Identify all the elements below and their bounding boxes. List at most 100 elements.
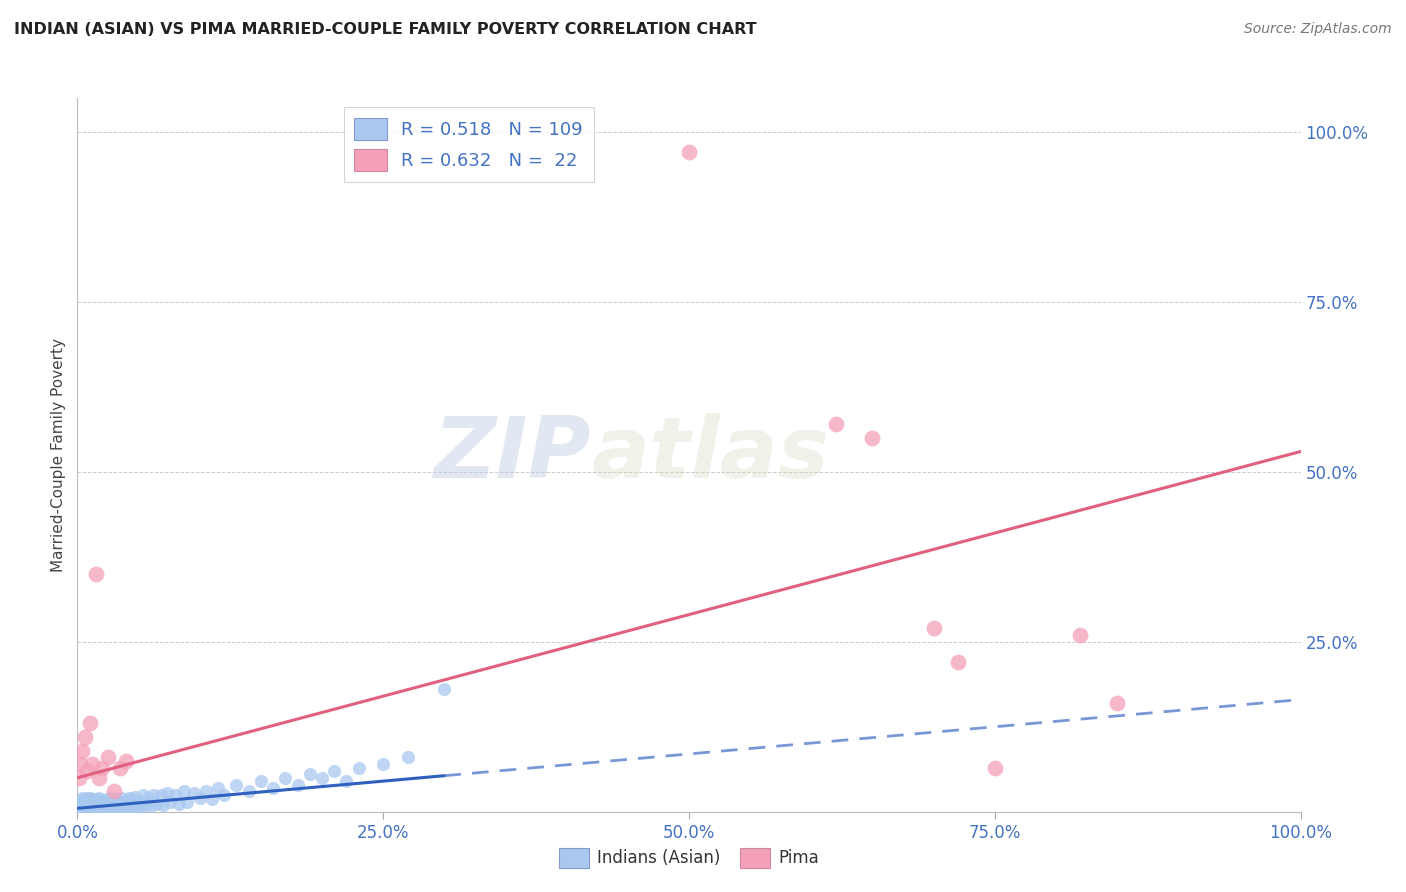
Point <box>89 800 111 814</box>
Point <box>73 800 96 814</box>
Point <box>152 797 174 812</box>
Point <box>1069 628 1091 642</box>
Point <box>80 757 103 772</box>
Text: ZIP: ZIP <box>433 413 591 497</box>
Point <box>110 791 132 805</box>
Point <box>101 795 124 809</box>
Point <box>97 795 120 809</box>
Point <box>70 743 93 757</box>
Point <box>70 797 93 811</box>
Point <box>103 797 125 811</box>
Point <box>84 801 107 815</box>
Point <box>167 797 190 811</box>
Point <box>72 792 94 806</box>
Point <box>73 795 96 809</box>
Point <box>105 792 128 806</box>
Point <box>335 774 357 789</box>
Point <box>142 788 165 802</box>
Point <box>225 778 247 792</box>
Point <box>149 788 172 802</box>
Point <box>77 801 100 815</box>
Point <box>173 784 195 798</box>
Point <box>132 788 155 802</box>
Point <box>75 797 97 811</box>
Point <box>84 566 107 581</box>
Point <box>262 780 284 795</box>
Point <box>87 795 110 809</box>
Point <box>1107 696 1129 710</box>
Point <box>298 767 321 781</box>
Point <box>115 797 138 811</box>
Point <box>156 786 179 800</box>
Point <box>108 795 131 809</box>
Point <box>118 791 141 805</box>
Point <box>79 797 101 812</box>
Point <box>311 771 333 785</box>
Point <box>67 797 90 812</box>
Point <box>108 799 131 814</box>
Point <box>90 801 112 815</box>
Point <box>396 750 419 764</box>
Point <box>80 801 103 815</box>
Point <box>238 784 260 798</box>
Point <box>946 655 969 669</box>
Point <box>103 801 125 815</box>
Point <box>79 716 101 731</box>
Point <box>287 778 309 792</box>
Text: atlas: atlas <box>591 413 830 497</box>
Text: Source: ZipAtlas.com: Source: ZipAtlas.com <box>1244 22 1392 37</box>
Point <box>93 797 115 811</box>
Point <box>129 799 152 814</box>
Point <box>76 791 98 805</box>
Point <box>118 801 141 815</box>
Point <box>207 780 229 795</box>
Point <box>79 791 101 805</box>
Point <box>82 792 104 806</box>
Point <box>922 621 945 635</box>
Point <box>90 797 112 812</box>
Point <box>91 795 114 809</box>
Point <box>83 795 105 809</box>
Point <box>72 801 94 815</box>
Point <box>139 799 162 814</box>
Point <box>98 791 121 805</box>
Point <box>69 757 91 772</box>
Point <box>127 795 149 809</box>
Point <box>122 799 145 814</box>
Point <box>201 792 224 806</box>
Point <box>80 800 103 814</box>
Legend: Indians (Asian), Pima: Indians (Asian), Pima <box>553 841 825 875</box>
Point <box>84 797 107 811</box>
Text: INDIAN (ASIAN) VS PIMA MARRIED-COUPLE FAMILY POVERTY CORRELATION CHART: INDIAN (ASIAN) VS PIMA MARRIED-COUPLE FA… <box>14 22 756 37</box>
Point <box>76 764 98 778</box>
Point <box>183 786 205 800</box>
Point <box>274 771 297 785</box>
Point <box>114 801 136 815</box>
Point <box>347 760 370 774</box>
Point <box>70 791 93 805</box>
Point <box>136 791 159 805</box>
Point <box>188 791 211 805</box>
Point <box>165 788 187 802</box>
Point <box>82 799 104 814</box>
Point <box>69 795 91 809</box>
Point <box>104 799 127 814</box>
Point <box>159 795 181 809</box>
Point <box>83 801 105 815</box>
Point <box>323 764 346 778</box>
Point <box>90 801 112 815</box>
Point <box>70 801 93 815</box>
Point <box>91 800 114 814</box>
Point <box>176 795 198 809</box>
Point <box>86 799 108 814</box>
Point <box>96 792 118 806</box>
Point <box>94 799 117 814</box>
Point <box>862 431 884 445</box>
Point <box>121 792 143 806</box>
Point <box>824 417 846 432</box>
Point <box>212 788 235 802</box>
Point <box>194 784 217 798</box>
Point <box>89 771 111 785</box>
Point <box>250 774 273 789</box>
Point <box>80 797 103 811</box>
